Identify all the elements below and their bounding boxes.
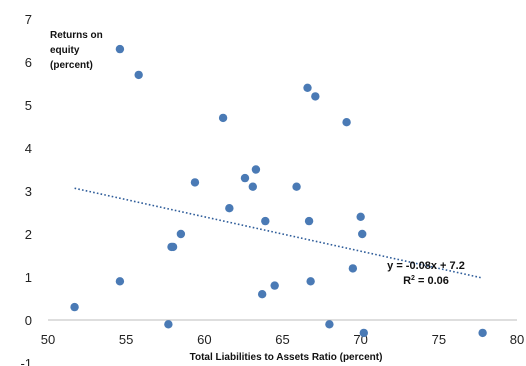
trendline (74, 187, 483, 279)
data-point (190, 178, 200, 187)
y-axis-label-line-3: (percent) (50, 60, 93, 71)
trendline-equation: y = -0.08x + 7.2 (387, 260, 465, 272)
y-tick-label: 6 (25, 55, 32, 70)
x-axis-label: Total Liabilities to Assets Ratio (perce… (190, 352, 383, 363)
r-squared-superscript: 2 (411, 275, 415, 282)
data-point (257, 290, 267, 299)
y-axis-label-line-1: Returns on (50, 30, 103, 41)
data-point (358, 229, 367, 239)
data-point (240, 173, 250, 183)
y-tick-label: 2 (25, 227, 32, 242)
data-point (304, 216, 314, 226)
data-point (342, 118, 351, 127)
r-squared-prefix: R (403, 275, 411, 287)
trendline-r-squared: R2 = 0.06 (403, 275, 449, 287)
data-point (478, 328, 487, 338)
y-tick-label: 5 (25, 98, 32, 113)
y-tick-label: 1 (25, 270, 32, 285)
y-tick-label: 0 (25, 313, 32, 328)
data-point (306, 277, 315, 286)
data-point (311, 92, 320, 101)
data-point (325, 320, 334, 329)
data-point (168, 242, 178, 252)
y-tick-label: 4 (25, 141, 32, 156)
y-tick-label: 3 (25, 184, 32, 199)
x-tick-label: 75 (432, 332, 446, 347)
data-point (115, 277, 125, 286)
data-point (70, 302, 79, 312)
data-point (303, 83, 312, 93)
data-point (251, 165, 261, 174)
x-tick-label: 65 (275, 332, 289, 347)
data-point (176, 229, 186, 239)
x-tick-label: 60 (197, 332, 211, 347)
x-tick-label: 55 (119, 332, 133, 347)
r-squared-value: = 0.06 (415, 275, 449, 287)
y-tick-label: 7 (25, 12, 32, 27)
data-points (70, 44, 487, 338)
y-tick-labels: -1 0 1 2 3 4 5 6 7 (20, 12, 32, 366)
data-point (359, 328, 368, 338)
data-point (115, 44, 125, 54)
x-tick-labels: 50 55 60 65 70 75 80 (41, 332, 524, 347)
y-tick-label: -1 (20, 356, 32, 366)
data-point (348, 264, 358, 273)
data-point (356, 212, 365, 221)
data-point (225, 204, 234, 213)
x-tick-label: 80 (510, 332, 524, 347)
data-point (164, 320, 173, 329)
data-point (134, 70, 143, 80)
data-point (261, 216, 270, 226)
data-point (218, 113, 228, 123)
y-axis-label: Returns on equity (percent) (50, 30, 106, 71)
y-axis-label-line-2: equity (50, 45, 80, 56)
x-tick-label: 50 (41, 332, 55, 347)
data-point (292, 182, 301, 191)
data-point (248, 182, 257, 191)
data-point (270, 281, 279, 290)
